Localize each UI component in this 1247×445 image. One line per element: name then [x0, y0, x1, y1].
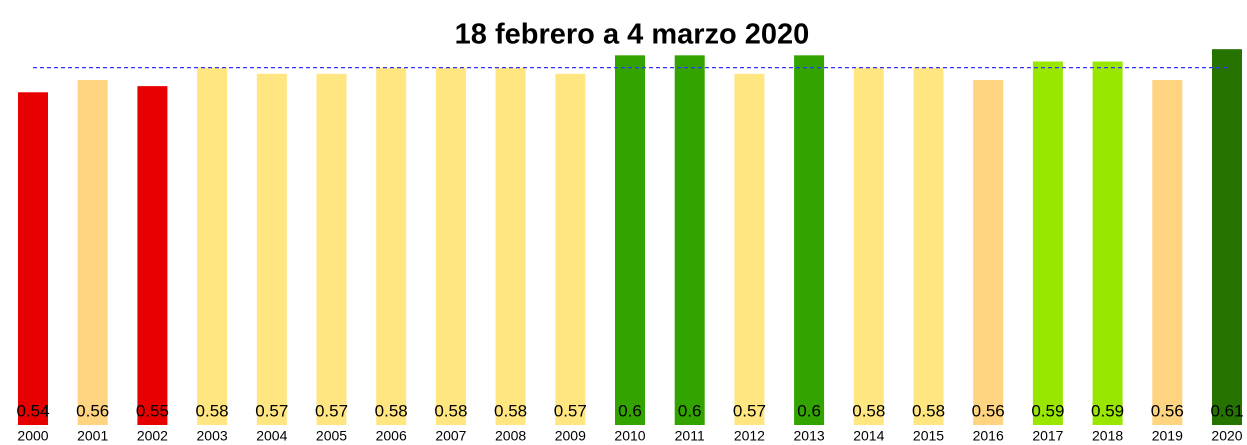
x-tick-label: 2002: [137, 428, 168, 444]
bar: [555, 73, 586, 425]
bar: [316, 73, 347, 425]
x-tick-label: 2008: [495, 428, 526, 444]
chart-title: 18 febrero a 4 marzo 2020: [455, 19, 810, 51]
value-label: 0.55: [136, 401, 169, 420]
x-tick-label: 2007: [435, 428, 466, 444]
bar: [137, 86, 168, 426]
value-label: 0.6: [678, 401, 702, 420]
bar: [435, 67, 466, 425]
x-tick-label: 2014: [853, 428, 884, 444]
bar: [495, 67, 526, 425]
x-tick-label: 2016: [973, 428, 1004, 444]
value-label: 0.58: [852, 401, 885, 420]
bar: [1212, 49, 1242, 426]
x-tick-label: 2020: [1211, 428, 1242, 444]
value-label: 0.54: [16, 401, 49, 420]
x-tick-label: 2005: [316, 428, 347, 444]
x-tick-label: 2010: [614, 428, 645, 444]
x-tick-label: 2001: [77, 428, 108, 444]
value-label: 0.59: [1091, 401, 1124, 420]
x-tick-label: 2011: [675, 428, 705, 444]
bar: [674, 55, 705, 426]
value-label: 0.57: [315, 401, 348, 420]
x-tick-label: 2012: [734, 428, 765, 444]
value-label: 0.58: [494, 401, 527, 420]
bar: [77, 79, 108, 425]
value-label: 0.59: [1031, 401, 1064, 420]
bar: [18, 92, 48, 426]
x-tick-label: 2017: [1032, 428, 1063, 444]
bar: [256, 73, 287, 425]
x-tick-label: 2013: [794, 428, 825, 444]
value-label: 0.58: [434, 401, 467, 420]
value-label: 0.57: [255, 401, 288, 420]
value-label: 0.57: [733, 401, 766, 420]
value-label: 0.56: [1151, 401, 1184, 420]
value-label: 0.6: [618, 401, 642, 420]
value-label: 0.6: [797, 401, 821, 420]
bar: [913, 67, 944, 425]
value-label: 0.58: [375, 401, 408, 420]
x-tick-label: 2006: [376, 428, 407, 444]
value-label: 0.57: [554, 401, 587, 420]
bar: [973, 79, 1004, 425]
x-tick-label: 2003: [197, 428, 228, 444]
bar: [1152, 79, 1183, 425]
x-tick-label: 2004: [256, 428, 287, 444]
value-label: 0.56: [972, 401, 1005, 420]
value-label: 0.58: [912, 401, 945, 420]
x-tick-label: 2000: [17, 428, 48, 444]
bar: [794, 55, 825, 426]
x-tick-label: 2015: [913, 428, 944, 444]
bar: [376, 67, 407, 425]
bar: [1032, 61, 1063, 425]
bar: [197, 67, 228, 425]
bar: [1092, 61, 1123, 425]
value-label: 0.56: [76, 401, 109, 420]
x-tick-label: 2009: [555, 428, 586, 444]
value-label: 0.58: [196, 401, 229, 420]
value-label: 0.61: [1210, 401, 1243, 420]
bar: [853, 67, 884, 425]
x-tick-label: 2019: [1152, 428, 1183, 444]
x-tick-label: 2018: [1092, 428, 1123, 444]
bar: [734, 73, 765, 425]
bar: [615, 55, 645, 426]
